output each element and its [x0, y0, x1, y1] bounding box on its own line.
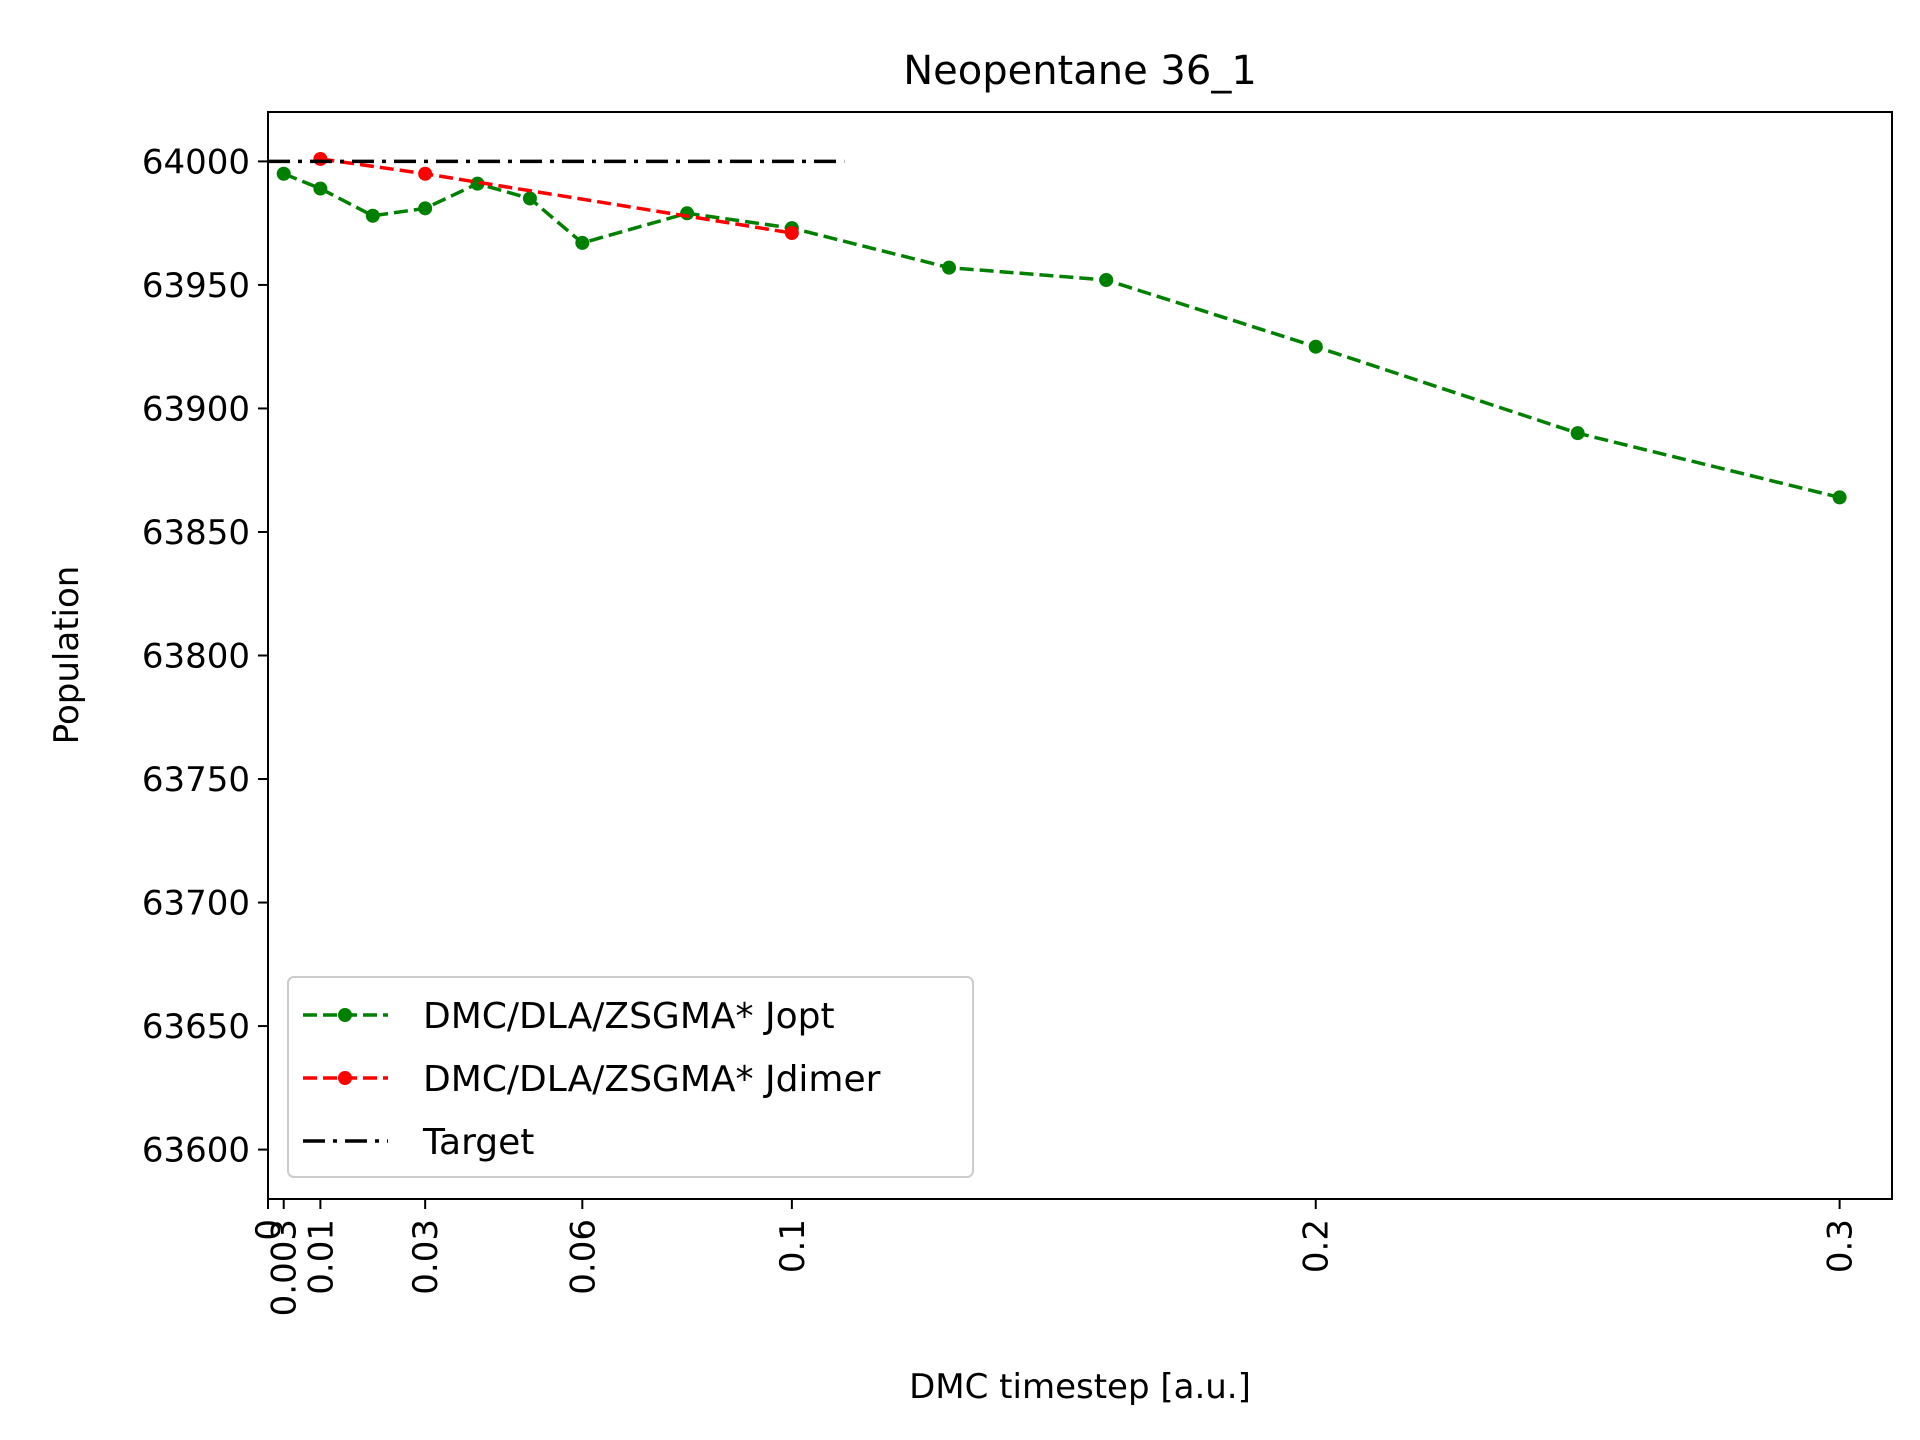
data-point	[1099, 272, 1114, 287]
legend-box	[287, 976, 974, 1178]
data-point	[418, 201, 433, 216]
x-tick-label: 0.01	[301, 1219, 341, 1295]
data-point	[276, 166, 291, 181]
legend-label: DMC/DLA/ZSGMA* Jdimer	[423, 1059, 881, 1100]
x-tick-label: 0.06	[563, 1219, 603, 1295]
x-tick-label: 0.1	[773, 1219, 813, 1273]
data-point	[418, 166, 433, 181]
data-point	[365, 208, 380, 223]
y-tick-label: 63700	[142, 884, 250, 924]
legend-marker	[338, 1071, 352, 1085]
data-point	[1570, 426, 1585, 441]
data-point	[522, 191, 537, 206]
y-tick-label: 63600	[142, 1131, 250, 1171]
plot-frame	[267, 111, 1893, 1200]
y-axis-ticks: 63600 63650 63700 63750 63800 63850 63900 63950…	[142, 142, 268, 1171]
x-tick-label: 0.3	[1821, 1219, 1861, 1273]
data-point	[680, 206, 695, 221]
legend-label: DMC/DLA/ZSGMA* Jopt	[423, 996, 835, 1037]
y-tick-label: 63850	[142, 513, 250, 553]
x-tick-label: 0.003	[265, 1219, 305, 1316]
y-axis-label: Population	[47, 566, 87, 745]
legend: DMC/DLA/ZSGMA* Jopt DMC/DLA/ZSGMA* Jdimer…	[287, 976, 974, 1178]
chart-title: Neopentane 36_1	[903, 48, 1257, 94]
x-tick-label: 0.03	[406, 1219, 446, 1295]
y-tick-label: 63650	[142, 1007, 250, 1047]
data-point	[1832, 490, 1847, 505]
data-point	[784, 226, 799, 241]
legend-label: Target	[422, 1122, 534, 1163]
data-point	[1308, 339, 1323, 354]
y-tick-label: 63950	[142, 266, 250, 306]
series-layer	[268, 151, 1847, 505]
legend-marker	[338, 1008, 352, 1022]
x-axis-label: DMC timestep [a.u.]	[909, 1367, 1251, 1407]
data-point	[313, 151, 328, 166]
data-point	[313, 181, 328, 196]
y-tick-label: 63900	[142, 389, 250, 429]
series-line	[283, 172, 1841, 500]
y-tick-label: 64000	[142, 142, 250, 182]
data-point	[575, 235, 590, 250]
y-tick-label: 63800	[142, 637, 250, 677]
x-tick-label: 0.2	[1297, 1219, 1337, 1273]
y-tick-label: 63750	[142, 760, 250, 800]
data-point	[942, 260, 957, 275]
data-point	[470, 176, 485, 191]
x-tick-label: 0	[249, 1219, 289, 1241]
